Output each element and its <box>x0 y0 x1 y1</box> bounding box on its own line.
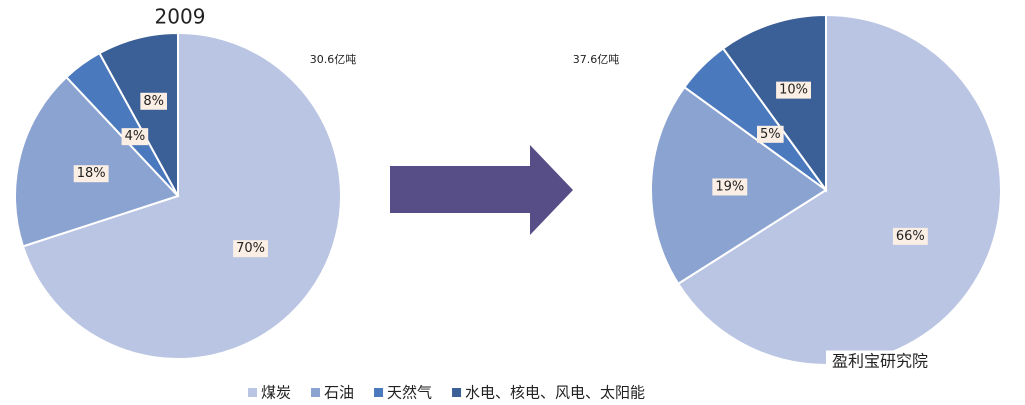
data-label-bg <box>121 128 149 146</box>
legend-label: 水电、核电、风电、太阳能 <box>465 384 645 402</box>
data-label-bg <box>776 81 812 99</box>
pie-slice <box>21 31 342 360</box>
data-label-bg <box>757 125 784 143</box>
arrow <box>390 145 573 235</box>
chart-title: 2009 <box>155 5 206 29</box>
pie-slice <box>721 13 827 194</box>
watermark-bg <box>826 350 935 372</box>
legend-swatch <box>311 388 321 397</box>
data-label: 10% <box>779 83 808 98</box>
legend-swatch <box>452 388 462 397</box>
data-label: 5% <box>760 127 781 142</box>
annotation: 37.6亿吨 <box>573 53 620 66</box>
legend-label: 天然气 <box>387 384 432 402</box>
pie-slice <box>98 31 179 197</box>
data-label-bg <box>712 178 748 196</box>
legend-label: 煤炭 <box>261 384 291 402</box>
data-label: 18% <box>77 166 106 181</box>
data-label-bg <box>233 240 268 258</box>
pie-slice <box>676 13 1002 366</box>
data-label-bg <box>892 227 928 245</box>
legend-label: 石油 <box>324 384 354 402</box>
data-label: 66% <box>896 229 925 244</box>
watermark: 盈利宝研究院 <box>832 352 928 371</box>
data-label: 19% <box>715 179 744 194</box>
pie-slice <box>14 75 180 248</box>
data-label: 8% <box>143 94 164 109</box>
data-label-bg <box>140 92 167 110</box>
data-label-bg <box>73 165 109 183</box>
data-label: 70% <box>236 241 265 256</box>
annotation: 30.6亿吨 <box>310 53 357 66</box>
legend-swatch <box>248 388 257 397</box>
data-label: 4% <box>125 129 146 144</box>
legend-swatch <box>374 388 384 397</box>
